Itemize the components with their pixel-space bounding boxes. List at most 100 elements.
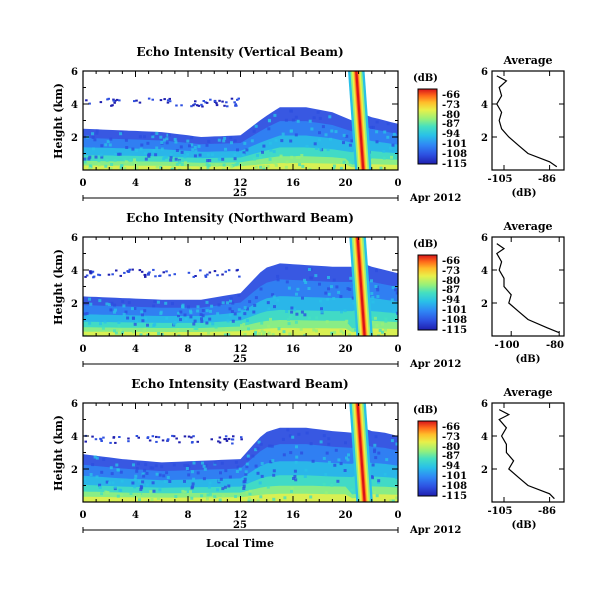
echo-cell (240, 324, 243, 328)
echo-cell (223, 136, 227, 140)
echo-cell (206, 153, 210, 157)
echo-cell (116, 152, 120, 156)
echo-cell (371, 125, 375, 129)
echo-cell (141, 472, 145, 476)
echo-cell (230, 438, 234, 441)
colorbar-tick: -101 (442, 305, 467, 316)
echo-cell (382, 149, 386, 153)
echo-cell (226, 105, 229, 108)
echo-cell (132, 463, 135, 467)
echo-cell (113, 485, 117, 489)
echo-cell (350, 488, 354, 492)
echo-cell (318, 147, 322, 151)
echo-cell (254, 464, 258, 468)
echo-cell (309, 442, 313, 446)
x-tick-label: 20 (339, 344, 353, 355)
echo-cell (236, 465, 240, 469)
echo-cell (152, 489, 156, 493)
echo-cell (301, 164, 305, 168)
average-profile: Average 2 4 6 -105 -86 (dB) (481, 54, 565, 199)
echo-cell (177, 334, 181, 336)
echo-cell (288, 434, 292, 438)
echo-cell (386, 122, 390, 126)
echo-cell (374, 435, 378, 439)
echo-cell (370, 316, 374, 320)
echo-cell (308, 268, 311, 271)
echo-cell (254, 296, 258, 300)
echo-cell (170, 168, 174, 170)
echo-cell (196, 309, 200, 313)
echo-cell (383, 472, 387, 476)
echo-cell (336, 479, 340, 483)
echo-cell (93, 455, 97, 459)
echo-cell (374, 285, 378, 288)
echo-cell (327, 460, 331, 464)
echo-cell (223, 485, 227, 489)
echo-cell (245, 148, 249, 152)
echo-cell (391, 499, 395, 502)
echo-cell (213, 461, 217, 465)
average-x-tick: -86 (538, 506, 556, 517)
echo-cell (395, 496, 398, 500)
echo-cell (254, 124, 258, 128)
echo-cell (220, 156, 224, 160)
heatmap-axes: 2 4 6 (71, 233, 399, 336)
echo-cell (266, 164, 270, 168)
echo-cell (371, 296, 375, 299)
echo-cell (220, 461, 224, 465)
echo-cell (133, 100, 136, 103)
echo-cell (270, 444, 274, 448)
echo-cell (191, 482, 195, 486)
echo-cell (243, 141, 247, 145)
echo-cell (165, 471, 169, 475)
echo-cell (117, 320, 121, 324)
echo-cell (294, 478, 298, 482)
echo-cell (134, 319, 138, 323)
average-y-tick: 4 (481, 100, 488, 111)
echo-cell (138, 479, 141, 483)
echo-cell (116, 468, 120, 472)
echo-cell (266, 485, 270, 489)
echo-cell (201, 461, 204, 465)
echo-cell (89, 473, 93, 476)
echo-cell (228, 313, 232, 317)
echo-cell (145, 483, 149, 487)
echo-cell (83, 477, 87, 481)
echo-cell (148, 271, 151, 274)
echo-cell (158, 473, 162, 477)
echo-cell (243, 480, 247, 483)
echo-cell (98, 274, 102, 277)
y-tick-label: 2 (71, 299, 78, 310)
y-tick-label: 6 (71, 399, 78, 410)
echo-cell (334, 130, 338, 134)
echo-cell (273, 113, 277, 117)
echo-cell (218, 99, 221, 102)
echo-cell (105, 158, 109, 162)
echo-cell (175, 104, 178, 107)
echo-cell (370, 292, 374, 295)
echo-cell (141, 480, 145, 484)
echo-cell (151, 481, 155, 485)
echo-cell (104, 143, 108, 147)
echo-cell (192, 322, 196, 326)
echo-cell (239, 313, 243, 317)
echo-cell (144, 317, 148, 321)
echo-cell (122, 304, 126, 308)
echo-cell (258, 332, 262, 336)
panel-title: Echo Intensity (Eastward Beam) (131, 377, 348, 391)
echo-cell (129, 158, 132, 162)
echo-cell (227, 333, 231, 336)
echo-cell (333, 330, 337, 334)
average-y-tick: 6 (481, 233, 488, 244)
echo-cell (345, 456, 348, 460)
echo-cell (89, 302, 93, 306)
echo-cell (300, 154, 304, 157)
echo-cell (254, 469, 258, 473)
colorbar-tick: -115 (442, 491, 467, 502)
echo-cell (159, 166, 163, 169)
echo-cell (282, 330, 286, 334)
echo-cell (374, 456, 378, 460)
x-tick-label: 4 (132, 510, 139, 521)
echo-cell (267, 307, 271, 311)
echo-cell (377, 334, 380, 336)
